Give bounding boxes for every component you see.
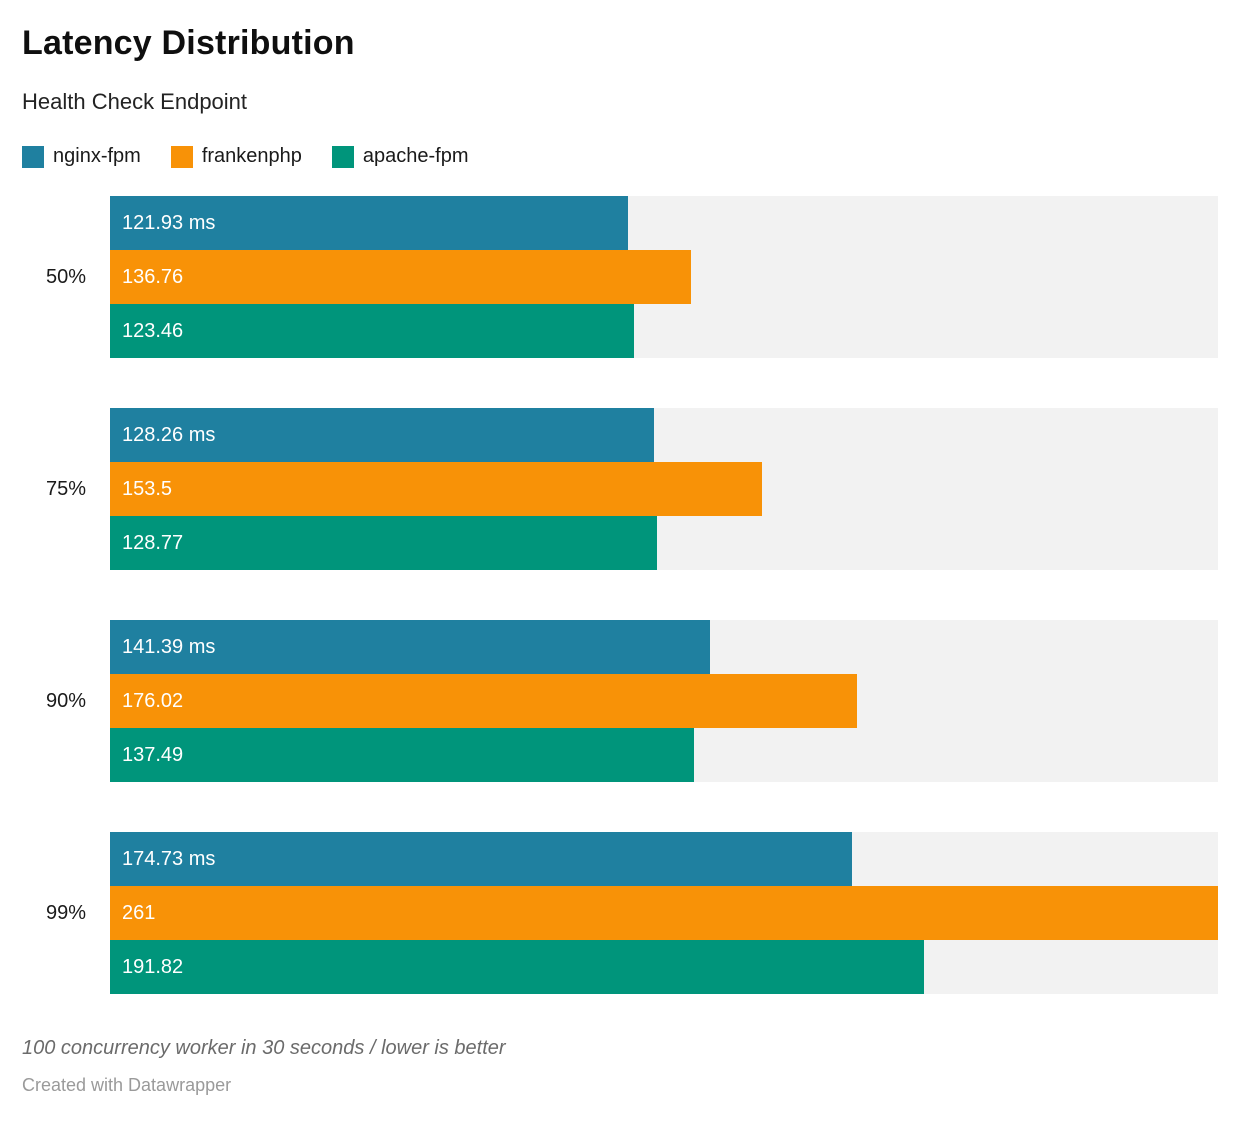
bar-group: 99% 174.73 ms 261 191.82 [22,832,1218,994]
bar-group: 75% 128.26 ms 153.5 128.77 [22,408,1218,570]
bar-value-label: 141.39 ms [122,635,216,658]
legend-item-frankenphp: frankenphp [170,145,302,168]
category-label: 90% [45,689,86,712]
bar-apache-fpm: 128.77 [110,516,657,570]
bar-row: 128.26 ms [110,408,1218,462]
bar-value-label: 128.77 [122,531,184,554]
bar-row: 174.73 ms [110,832,1218,886]
bar-track: 174.73 ms 261 191.82 [110,832,1218,994]
bar-frankenphp: 153.5 [110,462,762,516]
bar-apache-fpm: 137.49 [110,728,694,782]
category-label: 50% [45,265,86,288]
footer-note: 100 concurrency worker in 30 seconds / l… [22,1037,506,1059]
bar-group: 90% 141.39 ms 176.02 137.49 [22,620,1218,782]
legend-swatch-icon [331,145,354,168]
bar-value-label: 191.82 [122,955,184,978]
bar-row: 176.02 [110,674,1218,728]
legend-item-nginx-fpm: nginx-fpm [22,145,141,168]
legend-swatch-icon [170,145,193,168]
bar-row: 128.77 [110,516,1218,570]
bar-row: 153.5 [110,462,1218,516]
bar-nginx-fpm: 121.93 ms [110,196,628,250]
bar-value-label: 137.49 [122,743,184,766]
chart-subtitle: Health Check Endpoint [22,89,248,114]
bar-frankenphp: 261 [110,886,1218,940]
bar-value-label: 123.46 [122,319,184,342]
bar-nginx-fpm: 128.26 ms [110,408,655,462]
category-label: 75% [45,477,86,500]
bar-row: 261 [110,886,1218,940]
bar-track: 128.26 ms 153.5 128.77 [110,408,1218,570]
bar-chart: 50% 121.93 ms 136.76 123.46 75% 128.26 ms 153.… [22,196,1218,994]
bar-value-label: 174.73 ms [122,847,216,870]
bar-value-label: 261 [122,901,156,924]
legend-label: frankenphp [201,145,302,167]
bar-row: 136.76 [110,250,1218,304]
bar-nginx-fpm: 174.73 ms [110,832,852,886]
bar-value-label: 128.26 ms [122,423,216,446]
bar-group: 50% 121.93 ms 136.76 123.46 [22,196,1218,358]
chart-title: Latency Distribution [22,24,355,62]
bar-row: 123.46 [110,304,1218,358]
bar-row: 137.49 [110,728,1218,782]
chart-container: Latency Distribution Health Check Endpoi… [22,24,1218,1095]
bar-track: 121.93 ms 136.76 123.46 [110,196,1218,358]
bar-apache-fpm: 191.82 [110,940,925,994]
bar-apache-fpm: 123.46 [110,304,635,358]
bar-value-label: 176.02 [122,689,184,712]
legend: nginx-fpm frankenphp apache-fpm [22,145,1218,168]
legend-swatch-icon [22,145,44,168]
bar-nginx-fpm: 141.39 ms [110,620,711,674]
bar-frankenphp: 136.76 [110,250,691,304]
bar-track: 141.39 ms 176.02 137.49 [110,620,1218,782]
datawrapper-attribution: Created with Datawrapper [22,1075,232,1095]
bar-row: 141.39 ms [110,620,1218,674]
bar-row: 121.93 ms [110,196,1218,250]
category-label: 99% [45,901,86,924]
legend-label: apache-fpm [362,145,469,167]
bar-value-label: 121.93 ms [122,211,216,234]
bar-value-label: 153.5 [122,477,173,500]
bar-row: 191.82 [110,940,1218,994]
legend-item-apache-fpm: apache-fpm [331,145,469,168]
legend-label: nginx-fpm [53,145,141,167]
bar-value-label: 136.76 [122,265,184,288]
bar-frankenphp: 176.02 [110,674,858,728]
